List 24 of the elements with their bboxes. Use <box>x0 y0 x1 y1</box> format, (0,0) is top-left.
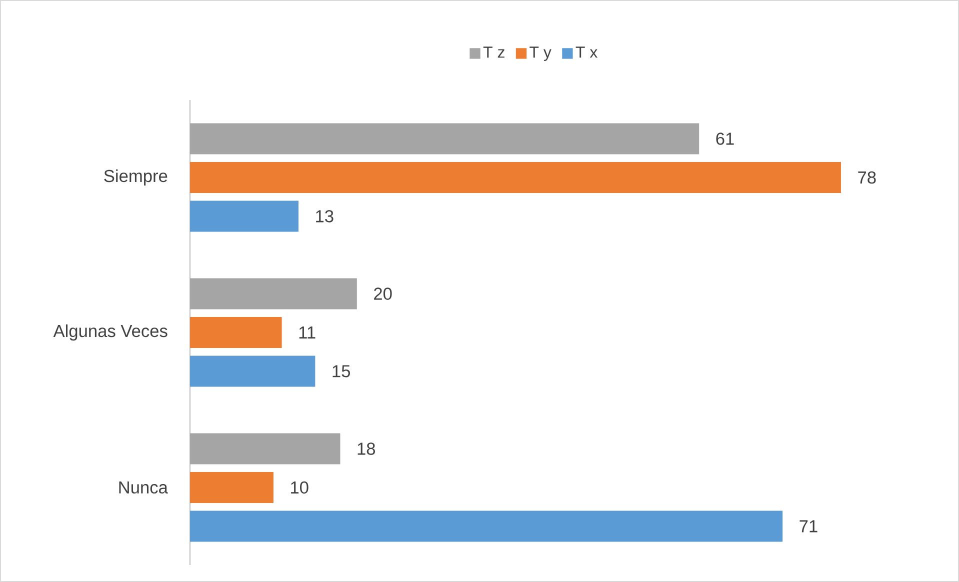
bar <box>190 356 316 387</box>
legend-label: T z <box>483 46 504 58</box>
y-tick-label: Algunas Veces <box>53 324 168 341</box>
bar <box>190 433 340 464</box>
data-label: 18 <box>358 442 376 455</box>
bar <box>190 278 357 310</box>
data-label: 11 <box>299 326 316 338</box>
data-label: 10 <box>291 481 308 494</box>
data-label: 15 <box>332 365 350 378</box>
data-label: 20 <box>374 288 392 300</box>
bar <box>190 317 282 348</box>
y-tick-label: Siempre <box>104 169 168 186</box>
data-label: 13 <box>316 210 334 222</box>
legend-label: T y <box>530 46 552 62</box>
bar <box>190 510 783 542</box>
data-label: 78 <box>858 171 876 184</box>
data-label: 61 <box>716 132 734 145</box>
y-tick-label: Nunca <box>119 481 168 494</box>
data-label: 71 <box>800 520 818 532</box>
legend-label: T x <box>576 46 598 58</box>
bar <box>190 162 841 193</box>
bar <box>190 472 274 504</box>
bar <box>190 200 298 232</box>
bar <box>190 123 700 154</box>
